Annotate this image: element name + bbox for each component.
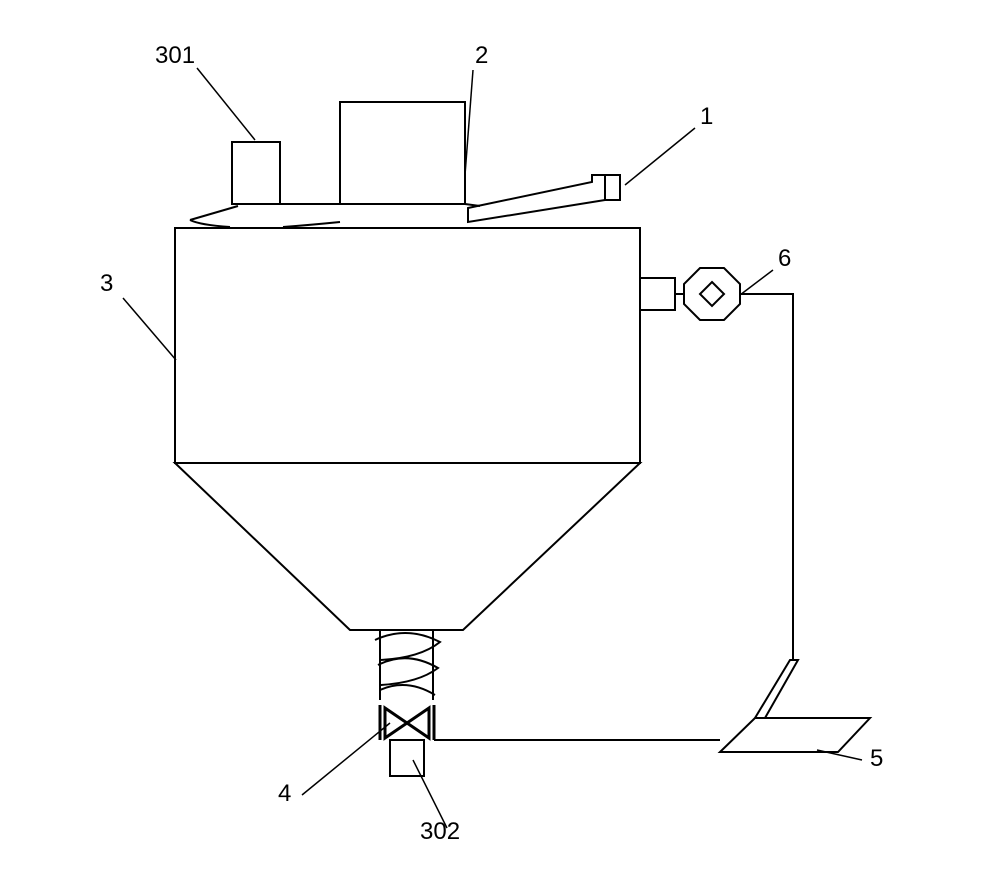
- top-cylinder-301: [232, 142, 280, 204]
- top-plate-front-curve2: [283, 222, 340, 227]
- label-5: 5: [870, 745, 883, 773]
- top-motor: [340, 102, 465, 204]
- label-3: 3: [100, 270, 113, 298]
- label-1: 1: [700, 103, 713, 131]
- leader-2: [465, 70, 473, 175]
- schematic-diagram: [0, 0, 1000, 880]
- valve-symbol: [380, 705, 434, 740]
- gauge-octagon: [684, 268, 740, 320]
- leader-1: [625, 128, 695, 185]
- leader-3: [123, 298, 176, 360]
- tank-hopper: [175, 463, 640, 630]
- label-2: 2: [475, 42, 488, 70]
- label-6: 6: [778, 245, 791, 273]
- gauge-diamond: [700, 282, 724, 306]
- laptop: [720, 660, 870, 752]
- leader-301: [197, 68, 255, 140]
- top-plate-left: [190, 206, 238, 220]
- leader-4: [302, 723, 390, 795]
- label-302: 302: [420, 818, 460, 846]
- label-301: 301: [155, 42, 195, 70]
- leader-6: [740, 270, 773, 295]
- wire-gauge-to-laptop: [740, 294, 793, 660]
- tank-body: [175, 228, 640, 463]
- inlet-pipe: [468, 175, 620, 222]
- spiral-auger: [375, 630, 440, 700]
- top-plate-front-curve: [190, 220, 230, 227]
- gauge-connector: [640, 278, 675, 310]
- label-4: 4: [278, 780, 291, 808]
